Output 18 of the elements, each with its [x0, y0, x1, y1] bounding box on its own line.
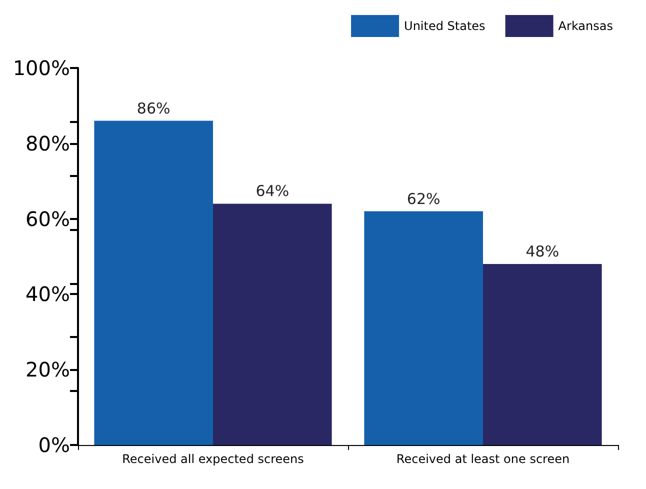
y-tick-label: 60%: [26, 206, 70, 231]
x-tick-label: Received at least one screen: [396, 452, 570, 466]
y-tick-label: 80%: [26, 131, 70, 156]
bar: [364, 211, 483, 445]
legend-label: Arkansas: [558, 19, 614, 33]
y-tick-label: 40%: [26, 282, 70, 306]
y-tick-label: 100%: [12, 56, 70, 80]
data-label: 48%: [526, 242, 560, 261]
data-label: 86%: [136, 99, 170, 118]
bar: [483, 264, 602, 445]
y-tick-label: 0%: [38, 433, 70, 457]
x-tick-label: Received all expected screens: [122, 452, 304, 466]
data-label: 64%: [256, 182, 290, 200]
bar: [94, 120, 213, 445]
data-label: 62%: [406, 190, 440, 208]
y-tick-label: 20%: [26, 358, 70, 382]
legend-label: United States: [404, 19, 486, 33]
bar: [213, 204, 332, 445]
